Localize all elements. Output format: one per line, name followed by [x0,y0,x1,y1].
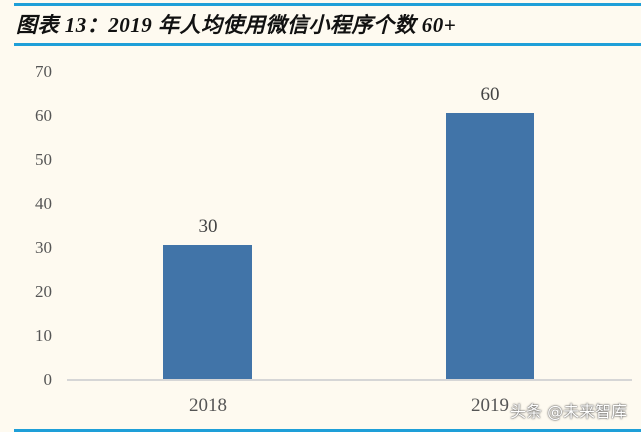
title-top-rule [14,3,641,6]
y-tick-label: 40 [35,194,52,213]
y-tick-label: 30 [35,238,52,257]
x-tick-label: 2019 [471,395,509,416]
watermark: 头条 @未来智库 [510,402,628,421]
bar-2019 [446,113,534,379]
bottom-rule [14,429,641,432]
y-tick-label: 70 [35,62,52,81]
title-bottom-rule [14,43,641,46]
y-tick-label: 10 [35,326,52,345]
chart-title: 图表 13：2019 年人均使用微信小程序个数 60+ [16,13,457,37]
bar-value-label: 30 [198,216,218,237]
bar-2018 [163,245,252,379]
y-tick-label: 20 [35,282,52,301]
y-tick-label: 60 [35,106,52,125]
y-tick-label: 0 [43,370,53,389]
y-tick-label: 50 [35,150,52,169]
bar-value-label: 60 [480,84,500,105]
x-tick-label: 2018 [189,395,227,416]
x-axis-line [67,379,632,381]
